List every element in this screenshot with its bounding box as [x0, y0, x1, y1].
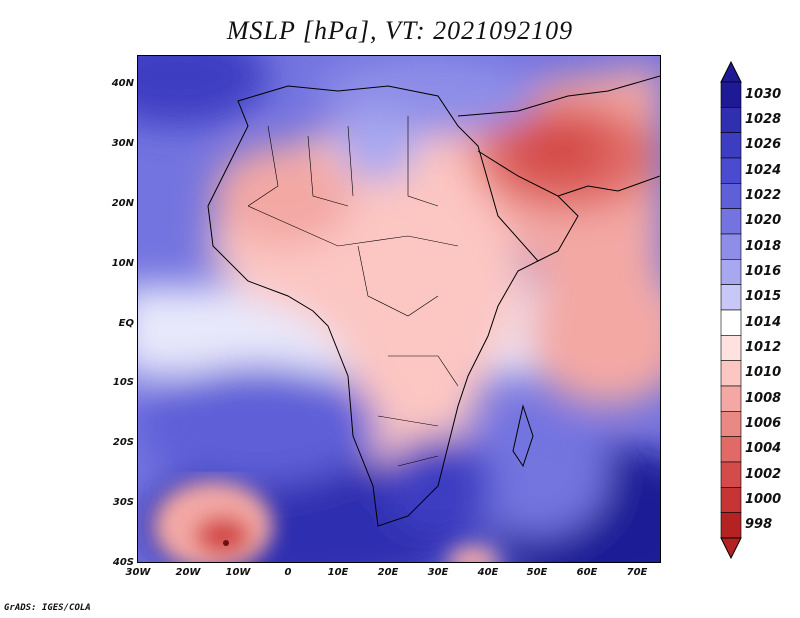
- lon-tick-label: 10W: [225, 567, 251, 578]
- colorbar-swatch: [720, 360, 742, 387]
- mslp-map: [137, 55, 661, 563]
- colorbar-label: 1030: [745, 86, 782, 102]
- colorbar-swatch: [720, 487, 742, 513]
- lat-tick-label: 40S: [112, 557, 134, 568]
- colorbar-label: 1020: [745, 213, 782, 229]
- colorbar-label: 1010: [745, 365, 782, 381]
- lon-tick-label: 70E: [626, 567, 648, 578]
- colorbar-label: 998: [745, 517, 773, 533]
- lat-tick-label: 10S: [112, 377, 134, 388]
- colorbar-swatch: [720, 157, 742, 184]
- colorbar-label: 1012: [745, 340, 782, 355]
- lat-tick-label: EQ: [118, 318, 134, 329]
- lat-tick-label: 20S: [112, 437, 134, 448]
- lon-tick-label: 0: [284, 567, 292, 578]
- colorbar-swatch: [720, 461, 742, 488]
- colorbar-label: 1022: [745, 188, 782, 203]
- colorbar-swatch: [720, 411, 742, 437]
- colorbar-label: 1024: [745, 162, 782, 178]
- pressure-field: [138, 56, 660, 562]
- colorbar-swatch: [720, 132, 742, 159]
- credit-text: GrADS: IGES/COLA: [4, 603, 91, 613]
- colorbar: [720, 60, 742, 560]
- colorbar-swatch: [720, 259, 742, 285]
- colorbar-label: 1014: [745, 314, 782, 330]
- colorbar-swatch: [720, 208, 742, 235]
- colorbar-swatch: [720, 512, 742, 539]
- colorbar-swatch: [720, 233, 742, 260]
- colorbar-swatch: [720, 309, 742, 336]
- lon-tick-label: 40E: [477, 567, 499, 578]
- map-title: MSLP [hPa], VT: 2021092109: [226, 16, 574, 45]
- country-borders: [247, 116, 459, 467]
- colorbar-swatch: [720, 385, 742, 412]
- colorbar-label: 1004: [745, 441, 782, 457]
- colorbar-swatch: [720, 436, 742, 463]
- lon-tick-label: 20E: [377, 567, 399, 578]
- colorbar-label: 1016: [745, 264, 782, 279]
- colorbar-swatch: [720, 335, 742, 361]
- coastline: [207, 75, 660, 527]
- lon-tick-label: 20W: [175, 567, 201, 578]
- lat-tick-label: 30S: [112, 497, 134, 508]
- colorbar-swatch: [720, 107, 742, 133]
- lon-tick-label: 60E: [576, 567, 598, 578]
- lon-tick-label: 10E: [327, 567, 349, 578]
- colorbar-label: 1000: [745, 492, 782, 507]
- colorbar-swatch: [720, 284, 742, 311]
- lon-tick-label: 30E: [427, 567, 449, 578]
- colorbar-top-arrow: [720, 60, 742, 83]
- colorbar-bottom-arrow: [720, 537, 742, 560]
- lon-tick-label: 50E: [526, 567, 548, 578]
- colorbar-label: 1026: [745, 137, 782, 153]
- lat-tick-label: 20N: [111, 198, 134, 209]
- colorbar-label: 1002: [745, 466, 782, 482]
- colorbar-label: 1006: [745, 416, 782, 431]
- colorbar-swatch: [720, 81, 742, 108]
- colorbar-label: 1008: [745, 390, 782, 406]
- colorbar-label: 1018: [745, 238, 782, 254]
- colorbar-swatch: [720, 183, 742, 209]
- lon-tick-label: 30W: [125, 567, 151, 578]
- lat-tick-label: 30N: [111, 138, 134, 149]
- colorbar-label: 1015: [745, 289, 782, 305]
- lat-tick-label: 40N: [111, 78, 134, 89]
- colorbar-label: 1028: [745, 112, 782, 127]
- lat-tick-label: 10N: [111, 258, 134, 269]
